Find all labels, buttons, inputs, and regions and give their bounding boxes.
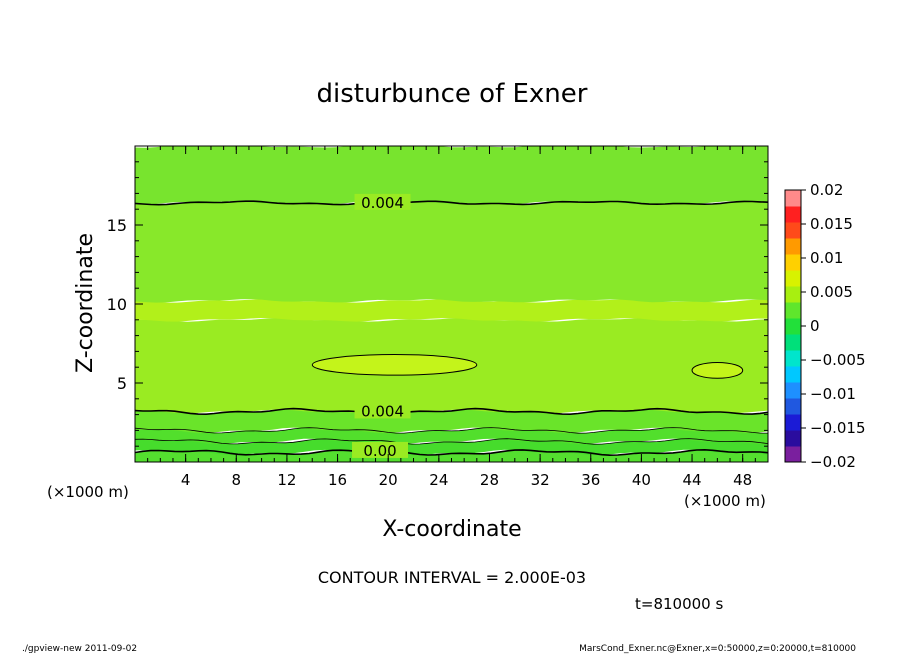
colorbar-swatch bbox=[785, 334, 801, 351]
x-tick-label: 12 bbox=[277, 471, 296, 489]
x-tick-label: 32 bbox=[531, 471, 550, 489]
x-tick-label: 40 bbox=[632, 471, 651, 489]
region-contour bbox=[691, 361, 744, 379]
colorbar bbox=[785, 190, 801, 463]
x-axis-label: X-coordinate bbox=[382, 517, 521, 542]
colorbar-swatch bbox=[785, 382, 801, 399]
colorbar-tick-label: 0.005 bbox=[810, 283, 853, 301]
shaded-layer bbox=[135, 449, 768, 462]
shaded-regions bbox=[311, 354, 744, 379]
y-tick-label: 15 bbox=[107, 216, 127, 235]
colorbar-tick-label: 0 bbox=[810, 317, 820, 335]
colorbar-swatch bbox=[785, 318, 801, 335]
colorbar-tick-label: 0.01 bbox=[810, 249, 843, 267]
colorbar-swatch bbox=[785, 302, 801, 319]
contour-line bbox=[135, 438, 768, 445]
contour-line bbox=[135, 448, 768, 457]
colorbar-tick-label: −0.02 bbox=[810, 453, 856, 471]
colorbar-swatch bbox=[785, 414, 801, 431]
contour-label: 0.00 bbox=[363, 442, 396, 460]
footer-right: MarsCond_Exner.nc@Exner,x=0:50000,z=0:20… bbox=[579, 644, 856, 654]
footer-left: ./gpview-new 2011-09-02 bbox=[22, 644, 137, 654]
x-tick-label: 20 bbox=[379, 471, 398, 489]
y-tick-label: 10 bbox=[107, 295, 127, 314]
colorbar-tick-label: 0.02 bbox=[810, 181, 843, 199]
colorbar-swatch bbox=[785, 366, 801, 383]
y-axis-label: Z-coordinate bbox=[73, 233, 98, 373]
contour-line bbox=[135, 200, 768, 206]
colorbar-tick-label: 0.015 bbox=[810, 215, 853, 233]
colorbar-swatch bbox=[785, 398, 801, 415]
colorbar-swatch bbox=[785, 190, 801, 207]
shaded-layer bbox=[135, 201, 768, 303]
region-contour bbox=[311, 354, 478, 376]
shaded-layers bbox=[135, 146, 768, 462]
colorbar-tick-label: −0.015 bbox=[810, 419, 866, 437]
colorbar-swatch bbox=[785, 206, 801, 223]
x-tick-label: 24 bbox=[429, 471, 448, 489]
colorbar-swatch bbox=[785, 446, 801, 463]
colorbar-swatch bbox=[785, 286, 801, 303]
time-label: t=810000 s bbox=[635, 595, 723, 613]
x-unit-right: (×1000 m) bbox=[684, 492, 766, 510]
contour-interval-text: CONTOUR INTERVAL = 2.000E-03 bbox=[318, 568, 586, 587]
colorbar-swatch bbox=[785, 222, 801, 239]
colorbar-ticks: 0.02 0.015 0.01 0.005 0 −0.005 −0.01 −0.015 −0.0… bbox=[801, 181, 866, 471]
shaded-layer bbox=[135, 427, 768, 445]
x-tick-label: 8 bbox=[232, 471, 242, 489]
x-tick-label: 36 bbox=[581, 471, 600, 489]
colorbar-swatch bbox=[785, 270, 801, 287]
colorbar-swatch bbox=[785, 430, 801, 447]
contour-label: 0.004 bbox=[361, 402, 404, 420]
x-unit-left: (×1000 m) bbox=[47, 483, 129, 501]
colorbar-tick-label: −0.005 bbox=[810, 351, 866, 369]
colorbar-swatch bbox=[785, 350, 801, 367]
x-axis-ticks: 4 8 12 16 20 24 28 32 36 40 44 48 bbox=[134, 146, 769, 489]
chart-title: disturbunce of Exner bbox=[317, 79, 588, 109]
colorbar-tick-label: −0.01 bbox=[810, 385, 856, 403]
y-tick-label: 5 bbox=[117, 374, 127, 393]
x-tick-label: 28 bbox=[480, 471, 499, 489]
contour-line bbox=[135, 407, 768, 416]
x-tick-label: 4 bbox=[181, 471, 191, 489]
shaded-layer bbox=[135, 408, 768, 434]
x-tick-label: 48 bbox=[733, 471, 752, 489]
contour-labels: 0.004 0.004 0.00 bbox=[352, 193, 411, 460]
contour-lines bbox=[135, 200, 768, 457]
shaded-layer bbox=[135, 146, 768, 205]
contour-label-bg bbox=[354, 193, 411, 210]
colorbar-swatch bbox=[785, 238, 801, 255]
contour-label-bg bbox=[354, 402, 411, 419]
contour-label: 0.004 bbox=[361, 194, 404, 212]
contour-label-bg bbox=[352, 441, 409, 458]
x-tick-label: 44 bbox=[682, 471, 701, 489]
plot-area bbox=[135, 146, 768, 462]
x-tick-label: 16 bbox=[328, 471, 347, 489]
shaded-layer bbox=[135, 299, 768, 322]
y-axis-ticks: 5 10 15 bbox=[107, 145, 768, 463]
shaded-layer bbox=[135, 438, 768, 456]
colorbar-swatch bbox=[785, 254, 801, 271]
contour-line bbox=[135, 427, 768, 434]
